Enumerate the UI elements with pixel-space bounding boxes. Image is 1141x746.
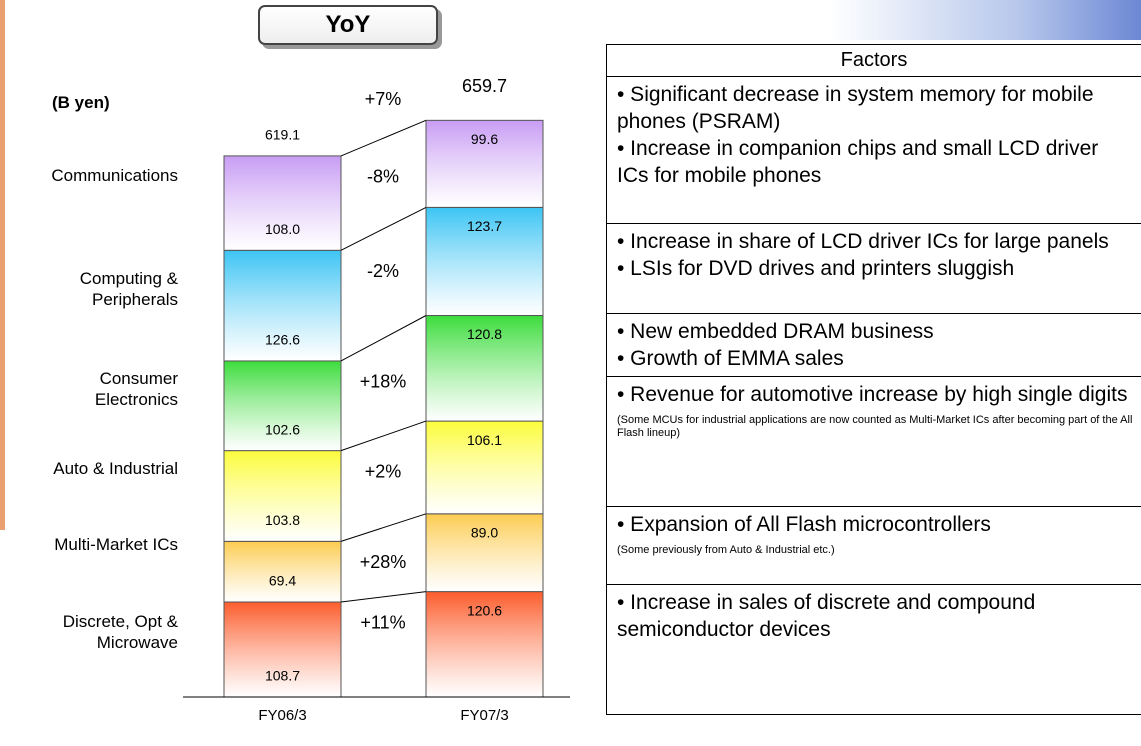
side-stripe: [0, 0, 5, 530]
factor-item: • Revenue for automotive increase by hig…: [617, 383, 1128, 406]
yoy-label: +18%: [360, 372, 407, 392]
value-label: 120.6: [467, 602, 502, 618]
value-label: 108.0: [265, 221, 300, 237]
value-label: 69.4: [269, 573, 296, 589]
bar-segment: [223, 601, 342, 698]
bar-segment: [223, 249, 342, 362]
value-label: 126.6: [265, 332, 300, 348]
header-band: [830, 0, 1141, 40]
table-row: • Significant decrease in system memory …: [607, 77, 1141, 224]
bar-segment: [425, 314, 544, 422]
bar-segment: [425, 591, 544, 698]
table-row: • Revenue for automotive increase by hig…: [607, 377, 1141, 507]
unit-label: (B yen): [52, 93, 110, 112]
bar-segment: [223, 450, 342, 542]
value-label: 102.6: [265, 421, 300, 437]
table-row: • Increase in sales of discrete and comp…: [607, 585, 1141, 717]
series-label: Consumer Electronics: [94, 368, 178, 409]
factor-item: • LSIs for DVD drives and printers slugg…: [617, 257, 1015, 280]
yoy-label: +28%: [360, 552, 407, 572]
value-label: 120.8: [467, 326, 502, 342]
bar-segment: [223, 540, 342, 603]
table-row: • New embedded DRAM business • Growth of …: [607, 314, 1141, 377]
connector: [340, 420, 427, 452]
series-label: Discrete, Opt & Microwave: [62, 612, 178, 653]
factors-table: Factors • Significant decrease in system…: [606, 44, 1141, 715]
total-yoy-label: +7%: [365, 89, 402, 109]
value-label: 123.7: [467, 218, 502, 234]
total-label: 619.1: [265, 127, 300, 143]
factor-item: • Increase in companion chips and small …: [617, 137, 1099, 187]
connector: [340, 206, 427, 251]
factor-item: • Expansion of All Flash microcontroller…: [617, 513, 991, 536]
value-label: 99.6: [471, 131, 498, 147]
yoy-label: +11%: [360, 613, 405, 633]
value-label: 108.7: [265, 668, 300, 684]
series-label: Communications: [51, 166, 178, 186]
bar-segment: [425, 206, 544, 316]
series-label: Auto & Industrial: [53, 458, 178, 478]
bar-segment: [425, 420, 544, 515]
connector: [340, 591, 427, 603]
chart-title: YoY: [258, 5, 438, 45]
connector: [340, 315, 427, 362]
value-label: 106.1: [467, 432, 502, 448]
table-row: • Increase in share of LCD driver ICs fo…: [607, 224, 1141, 314]
yoy-label: +2%: [365, 461, 402, 481]
table-header: Factors: [607, 45, 1141, 77]
total-label: 659.7: [462, 76, 507, 96]
value-label: 103.8: [265, 512, 300, 528]
bar-segment: [223, 360, 342, 452]
series-label: Computing & Peripherals: [79, 268, 178, 309]
connector: [340, 513, 427, 542]
factor-note: (Some previously from Auto & Industrial …: [617, 544, 835, 556]
bar-segment: [425, 119, 544, 208]
value-label: 89.0: [471, 525, 498, 541]
category-label: FY06/3: [258, 707, 306, 724]
category-label: FY07/3: [460, 707, 508, 724]
connector: [340, 119, 427, 157]
factor-item: • New embedded DRAM business: [617, 320, 934, 343]
bar-segment: [425, 513, 544, 593]
chart: 108.7 69.4 103.8 102.6 126.6 108.0 619.1 FY06/3…: [183, 76, 570, 724]
factor-item: • Growth of EMMA sales: [617, 347, 844, 370]
yoy-label: -8%: [367, 167, 399, 187]
factor-item: • Significant decrease in system memory …: [617, 83, 1094, 133]
factor-note: (Some MCUs for industrial applications a…: [617, 414, 1133, 439]
table-row: • Expansion of All Flash microcontroller…: [607, 507, 1141, 585]
factor-item: • Increase in sales of discrete and comp…: [617, 591, 1036, 641]
bar-segment: [223, 155, 342, 251]
factor-item: • Increase in share of LCD driver ICs fo…: [617, 230, 1109, 253]
yoy-label: -2%: [367, 261, 399, 281]
series-label: Multi-Market ICs: [54, 534, 178, 554]
